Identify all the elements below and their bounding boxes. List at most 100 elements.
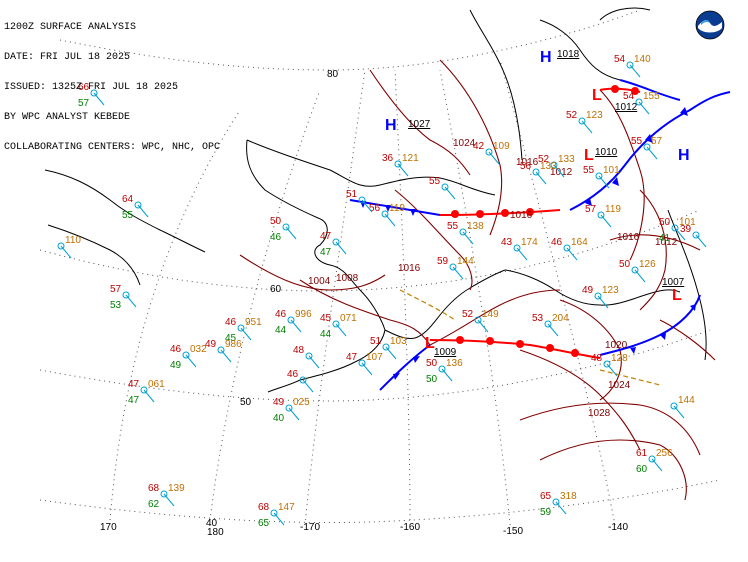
isobar-label: 1008 — [336, 273, 359, 284]
station-pressure: 101 — [679, 217, 696, 228]
station-circle — [603, 360, 611, 368]
station-pressure: 136 — [446, 358, 463, 369]
longitude-label: -150 — [503, 526, 523, 537]
station-temperature: 52 — [462, 309, 474, 320]
station-temperature: 39 — [680, 224, 692, 235]
low-pressure-value: 1009 — [434, 347, 457, 358]
station-temperature: 46 — [287, 369, 299, 380]
station-plot: 56 133 — [520, 161, 557, 185]
station-circle — [474, 316, 482, 324]
grid-labels: 80 60 50 40 170 180 -170 -160 -150 -140 — [100, 69, 628, 538]
cold-front-barbs — [360, 107, 696, 380]
header-title: 1200Z SURFACE ANALYSIS — [4, 22, 137, 33]
station-plot: 55 — [429, 176, 456, 200]
wind-barb — [163, 493, 175, 507]
station-temperature: 68 — [258, 502, 270, 513]
wind-barb — [597, 295, 609, 309]
wind-barb — [290, 319, 302, 333]
station-circle — [270, 509, 278, 517]
station-plot: 50 50 136 — [426, 358, 463, 385]
wind-barb — [566, 247, 578, 261]
station-pressure: 128 — [611, 353, 628, 364]
station-plot: 47 107 — [346, 352, 383, 376]
station-temperature: 59 — [437, 256, 449, 267]
station-circle — [381, 210, 389, 218]
station-circle — [305, 352, 313, 360]
wind-barb — [462, 231, 474, 245]
wind-barb — [302, 379, 314, 393]
low-pressure-symbol: L — [425, 335, 435, 352]
station-temperature: 45 — [320, 313, 332, 324]
station-temperature: 53 — [532, 313, 544, 324]
wind-barb — [60, 245, 72, 259]
wind-barb — [361, 362, 373, 376]
station-pressure: 147 — [278, 502, 295, 513]
wind-barb — [598, 175, 610, 189]
station-temperature: 49 — [205, 339, 217, 350]
station-temperature: 65 — [540, 491, 552, 502]
wind-barb — [638, 101, 650, 115]
station-plot: 110 — [57, 235, 81, 259]
station-pressure: 061 — [148, 379, 165, 390]
low-pressure-value: 1010 — [595, 147, 618, 158]
longitude-label: 170 — [100, 522, 117, 533]
wind-barb — [397, 163, 409, 177]
latitude-label: 50 — [240, 397, 252, 408]
station-plot: 56 119 — [369, 203, 405, 227]
wind-barb — [273, 512, 285, 526]
isobar-label: 1024 — [608, 380, 631, 391]
station-pressure: 174 — [521, 237, 538, 248]
wind-barb — [674, 227, 686, 241]
station-pressure: 133 — [558, 154, 575, 165]
station-pressure: 109 — [493, 141, 510, 152]
station-circle — [594, 292, 602, 300]
header-date: DATE: FRI JUL 18 2025 — [4, 52, 131, 63]
station-pressure: 123 — [586, 110, 603, 121]
station-circle — [550, 161, 558, 169]
isobar-label: 1016 — [398, 263, 421, 274]
station-plot: 42 109 — [473, 141, 510, 165]
station-pressure: 138 — [467, 221, 484, 232]
station-pressure: 133 — [540, 161, 557, 172]
station-temperature: 36 — [382, 153, 394, 164]
high-pressure-value: 1018 — [557, 49, 580, 60]
station-dewpoint: 65 — [258, 518, 270, 529]
station-temperature: 47 — [320, 231, 332, 242]
station-plot: 55 101 — [583, 165, 620, 189]
station-temperature: 54 — [614, 54, 626, 65]
station-circle — [358, 359, 366, 367]
station-circle — [635, 98, 643, 106]
station-dewpoint: 55 — [122, 210, 134, 221]
station-temperature: 57 — [110, 284, 122, 295]
wind-barb — [535, 171, 547, 185]
station-dewpoint: 40 — [273, 413, 285, 424]
station-plot: 46 49 032 — [170, 344, 207, 371]
station-circle — [441, 183, 449, 191]
station-dewpoint: 50 — [426, 374, 438, 385]
station-plot: 51 103 — [370, 336, 407, 360]
station-temperature: 46 — [170, 344, 182, 355]
station-circle — [382, 343, 390, 351]
station-pressure: 140 — [634, 54, 651, 65]
wind-barb — [240, 327, 252, 341]
station-dewpoint: 49 — [170, 360, 182, 371]
station-pressure: 121 — [402, 153, 419, 164]
station-circle — [332, 238, 340, 246]
isobar-label: 1012 — [550, 167, 573, 178]
noaa-logo — [695, 10, 725, 40]
station-temperature: 50 — [426, 358, 438, 369]
isobar-label: 1016 — [617, 232, 640, 243]
station-circle — [544, 320, 552, 328]
station-temperature: 47 — [346, 352, 358, 363]
station-dewpoint: 41 — [659, 233, 671, 244]
station-plot: 50 126 — [619, 259, 656, 283]
station-circle — [57, 242, 65, 250]
station-pressure: 318 — [560, 491, 577, 502]
station-temperature: 48 — [591, 353, 603, 364]
station-plot: 61 60 256 — [636, 448, 673, 475]
station-pressure: 144 — [678, 395, 695, 406]
station-plot: 68 62 139 — [148, 483, 185, 510]
station-pressure: 256 — [656, 448, 673, 459]
